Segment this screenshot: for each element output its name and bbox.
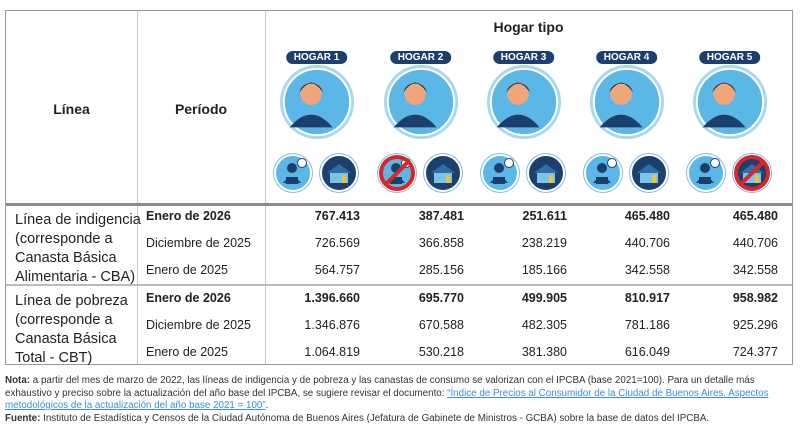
- document-link[interactable]: “Índice de Precios al Consumidor de la C…: [5, 387, 769, 412]
- value-cell: 767.413: [314, 209, 360, 223]
- value-cell: 958.982: [732, 291, 778, 305]
- note-end: .: [265, 400, 269, 411]
- periodo-cell: Diciembre de 2025: [146, 318, 251, 332]
- house-icon: [526, 153, 566, 193]
- household-portrait-icon: [383, 64, 458, 140]
- worker-icon: [583, 153, 623, 193]
- value-cell: 1.346.876: [304, 318, 360, 332]
- note-text: a partir del mes de marzo de 2022, las l…: [5, 375, 755, 399]
- value-cell: 670.588: [418, 318, 464, 332]
- value-cell: 440.706: [624, 236, 670, 250]
- periodo-cell: Diciembre de 2025: [146, 236, 251, 250]
- value-cell: 724.377: [732, 345, 778, 359]
- worker-icon: [273, 153, 313, 193]
- worker-icon: [480, 153, 520, 193]
- footnote: Nota: a partir del mes de marzo de 2022,…: [5, 375, 795, 425]
- hogar-1-header: HOGAR 1: [265, 49, 368, 214]
- value-cell: 465.480: [624, 209, 670, 223]
- hogar-badge: HOGAR 4: [595, 51, 658, 64]
- header-linea: Línea: [53, 101, 90, 117]
- value-cell: 925.296: [732, 318, 778, 332]
- value-cell: 387.481: [418, 209, 464, 223]
- hogar-4-header: HOGAR 4: [575, 49, 678, 214]
- house-icon: [629, 153, 669, 193]
- table-row: Diciembre de 2025 726.569 366.858 238.219 44…: [6, 231, 792, 257]
- table-row: Enero de 2026 1.396.660 695.770 499.905 810.…: [6, 286, 792, 312]
- value-cell: 564.757: [314, 263, 360, 277]
- value-cell: 1.064.819: [304, 345, 360, 359]
- source-text: Instituto de Estadística y Censos de la …: [40, 412, 710, 424]
- house-icon: [319, 153, 359, 193]
- value-cell: 440.706: [732, 236, 778, 250]
- household-portrait-icon: [589, 64, 664, 140]
- worker-icon: [377, 153, 417, 193]
- value-cell: 285.156: [418, 263, 464, 277]
- hogar-badge: HOGAR 3: [492, 51, 555, 64]
- house-icon: [732, 153, 772, 193]
- periodo-cell: Enero de 2026: [146, 291, 231, 305]
- hogar-2-header: HOGAR 2: [369, 49, 472, 214]
- source-label: Fuente:: [5, 412, 41, 424]
- value-cell: 695.770: [418, 291, 464, 305]
- value-cell: 251.611: [522, 209, 568, 223]
- hogar-5-header: HOGAR 5: [678, 49, 781, 214]
- value-cell: 381.380: [521, 345, 567, 359]
- value-cell: 499.905: [521, 291, 567, 305]
- value-cell: 366.858: [418, 236, 464, 250]
- value-cell: 1.396.660: [304, 291, 360, 305]
- table-row: Enero de 2025 564.757 285.156 185.166 342.55…: [6, 258, 792, 284]
- value-cell: 616.049: [624, 345, 670, 359]
- value-cell: 238.219: [521, 236, 567, 250]
- linea-indigencia-label: Línea de indigencia (corresponde a Canas…: [15, 212, 141, 285]
- household-portrait-icon: [692, 64, 767, 140]
- value-cell: 726.569: [314, 236, 360, 250]
- value-cell: 342.558: [732, 263, 778, 277]
- periodo-cell: Enero de 2026: [146, 209, 231, 223]
- value-cell: 781.186: [624, 318, 670, 332]
- hogar-badge: HOGAR 5: [698, 51, 761, 64]
- household-portrait-icon: [279, 64, 354, 140]
- household-portrait-icon: [486, 64, 561, 140]
- hogar-badge: HOGAR 1: [285, 51, 348, 64]
- table-row: Enero de 2025 1.064.819 530.218 381.380 616.…: [6, 340, 792, 366]
- note-label: Nota:: [5, 375, 31, 386]
- table-row: Enero de 2026 767.413 387.481 251.611 465.48…: [6, 204, 792, 230]
- periodo-cell: Enero de 2025: [146, 345, 229, 359]
- table-row: Diciembre de 2025 1.346.876 670.588 482.305…: [6, 313, 792, 339]
- periodo-cell: Enero de 2025: [146, 263, 229, 277]
- house-icon: [423, 153, 463, 193]
- header-hogar-tipo: Hogar tipo: [493, 19, 564, 35]
- value-cell: 810.917: [624, 291, 670, 305]
- value-cell: 185.166: [521, 263, 567, 277]
- hogar-3-header: HOGAR 3: [472, 49, 575, 214]
- linea-pobreza-label: Línea de pobreza (corresponde a Canasta …: [15, 293, 128, 366]
- value-cell: 482.305: [521, 318, 567, 332]
- canasta-table: Línea Período Hogar tipo HOGAR 1 HOGAR 2…: [5, 10, 793, 366]
- value-cell: 530.218: [418, 345, 464, 359]
- header-periodo: Período: [174, 101, 228, 117]
- worker-icon: [686, 153, 726, 193]
- value-cell: 342.558: [624, 263, 670, 277]
- hogar-badge: HOGAR 2: [389, 51, 452, 64]
- value-cell: 465.480: [732, 209, 778, 223]
